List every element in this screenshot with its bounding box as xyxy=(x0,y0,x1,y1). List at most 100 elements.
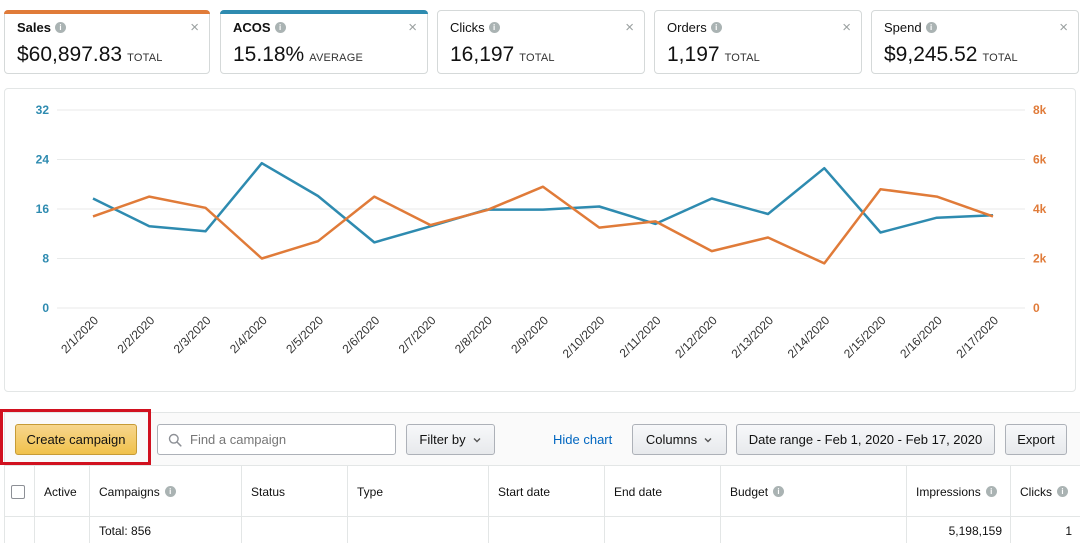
column-header-type[interactable]: Type xyxy=(348,466,489,517)
metric-value: $9,245.52 xyxy=(884,43,978,66)
close-icon[interactable]: × xyxy=(190,19,199,36)
column-header-label: Campaigns xyxy=(99,484,160,499)
info-icon[interactable]: i xyxy=(54,22,66,33)
metric-card-acos[interactable]: ACOS i × 15.18% AVERAGE xyxy=(220,10,428,74)
x-axis-tick-label: 2/15/2020 xyxy=(841,313,889,361)
x-axis-tick-label: 2/9/2020 xyxy=(508,313,551,356)
x-axis-tick-label: 2/11/2020 xyxy=(617,313,664,360)
table-total-row: Total: 856 5,198,159 1 xyxy=(5,517,1080,543)
info-icon[interactable]: i xyxy=(274,22,286,33)
column-header-clicks[interactable]: Clicks i xyxy=(1011,466,1080,517)
metric-value: 1,197 xyxy=(667,43,720,66)
info-icon[interactable]: i xyxy=(1057,486,1068,497)
metric-card-spend[interactable]: Spend i × $9,245.52 TOTAL xyxy=(871,10,1079,74)
total-clicks: 1 xyxy=(1011,517,1080,543)
metric-cards: Sales i × $60,897.83 TOTAL ACOS i × 15.18% A… xyxy=(4,10,1080,74)
right-axis-tick-label: 6k xyxy=(1033,153,1047,167)
metric-label: ACOS xyxy=(233,20,271,35)
metric-value: 15.18% xyxy=(233,43,305,66)
close-icon[interactable]: × xyxy=(842,19,851,36)
left-axis-tick-label: 16 xyxy=(36,202,50,216)
right-axis-tick-label: 8k xyxy=(1033,103,1047,117)
x-axis-tick-label: 2/1/2020 xyxy=(58,313,101,356)
total-label: Total: 856 xyxy=(90,517,242,543)
metric-value: $60,897.83 xyxy=(17,43,123,66)
x-axis-tick-label: 2/4/2020 xyxy=(227,313,270,356)
left-axis-tick-label: 24 xyxy=(36,153,50,167)
x-axis-tick-label: 2/2/2020 xyxy=(114,313,157,356)
filter-by-label: Filter by xyxy=(419,432,466,447)
column-header-label: Budget xyxy=(730,484,769,499)
column-header-status[interactable]: Status xyxy=(242,466,348,517)
close-icon[interactable]: × xyxy=(1059,19,1068,36)
x-axis-tick-label: 2/5/2020 xyxy=(283,313,326,356)
info-icon[interactable]: i xyxy=(925,22,937,33)
right-axis-tick-label: 0 xyxy=(1033,301,1040,315)
column-header-end-date[interactable]: End date xyxy=(605,466,721,517)
column-header-active[interactable]: Active xyxy=(35,466,90,517)
filter-by-button[interactable]: Filter by xyxy=(406,424,495,455)
metric-suffix: AVERAGE xyxy=(309,52,364,64)
metric-color-bar xyxy=(220,10,428,14)
metric-color-bar xyxy=(4,10,210,14)
export-button[interactable]: Export xyxy=(1005,424,1067,455)
line-chart: 0 0 8 2k 16 4k 24 6k 32 8k 2/1/2020 2/2/2020 2/3/202… xyxy=(36,103,1047,361)
metric-label: Sales xyxy=(17,20,51,35)
column-header-label: Clicks xyxy=(1020,484,1052,499)
select-all-cell xyxy=(5,466,35,517)
column-header-budget[interactable]: Budget i xyxy=(721,466,907,517)
search-icon xyxy=(168,433,182,447)
metric-suffix: TOTAL xyxy=(724,52,760,64)
left-axis-tick-label: 8 xyxy=(42,252,49,266)
series-line-acos xyxy=(92,161,994,244)
column-header-label: Impressions xyxy=(916,484,981,499)
x-axis-tick-label: 2/13/2020 xyxy=(728,313,776,361)
left-axis-tick-label: 0 xyxy=(42,301,49,315)
total-impressions: 5,198,159 xyxy=(907,517,1011,543)
right-axis-tick-label: 2k xyxy=(1033,252,1047,266)
search-input[interactable] xyxy=(190,432,390,447)
column-header-start-date[interactable]: Start date xyxy=(489,466,605,517)
campaigns-table: Active Campaigns i Status Type Start date… xyxy=(4,466,1080,543)
x-axis-tick-label: 2/14/2020 xyxy=(785,313,833,361)
x-axis-tick-label: 2/7/2020 xyxy=(396,313,439,356)
metric-label: Spend xyxy=(884,20,922,35)
metric-suffix: TOTAL xyxy=(127,52,163,64)
info-icon[interactable]: i xyxy=(710,22,722,33)
series-line-sales xyxy=(92,185,994,265)
columns-button[interactable]: Columns xyxy=(632,424,727,455)
column-header-impressions[interactable]: Impressions i xyxy=(907,466,1011,517)
metric-card-orders[interactable]: Orders i × 1,197 TOTAL xyxy=(654,10,862,74)
close-icon[interactable]: × xyxy=(625,19,634,36)
x-axis-tick-label: 2/10/2020 xyxy=(560,313,608,361)
x-axis-tick-label: 2/17/2020 xyxy=(953,313,1001,361)
info-icon[interactable]: i xyxy=(773,486,785,497)
x-axis-tick-label: 2/8/2020 xyxy=(452,313,495,356)
select-all-checkbox[interactable] xyxy=(11,484,25,499)
columns-label: Columns xyxy=(645,432,698,447)
hide-chart-link[interactable]: Hide chart xyxy=(553,432,613,447)
highlight-box xyxy=(0,409,151,465)
search-box xyxy=(157,424,396,455)
left-axis-tick-label: 32 xyxy=(36,103,50,117)
right-axis-tick-label: 4k xyxy=(1033,202,1047,216)
chevron-down-icon xyxy=(473,437,481,442)
info-icon[interactable]: i xyxy=(164,486,176,497)
metric-card-clicks[interactable]: Clicks i × 16,197 TOTAL xyxy=(437,10,645,74)
date-range-button[interactable]: Date range - Feb 1, 2020 - Feb 17, 2020 xyxy=(736,424,995,455)
info-icon[interactable]: i xyxy=(488,22,500,33)
table-header-row: Active Campaigns i Status Type Start date… xyxy=(5,466,1080,517)
chevron-down-icon xyxy=(704,437,712,442)
metric-suffix: TOTAL xyxy=(519,52,555,64)
metric-label: Orders xyxy=(667,20,707,35)
x-axis-tick-label: 2/16/2020 xyxy=(897,313,945,361)
metric-value: 16,197 xyxy=(450,43,515,66)
close-icon[interactable]: × xyxy=(408,19,417,36)
info-icon[interactable]: i xyxy=(985,486,997,497)
metric-card-sales[interactable]: Sales i × $60,897.83 TOTAL xyxy=(4,10,210,74)
x-axis-tick-label: 2/6/2020 xyxy=(339,313,382,356)
x-axis-tick-label: 2/3/2020 xyxy=(171,313,214,356)
create-campaign-button[interactable]: Create campaign xyxy=(15,424,137,455)
metric-label: Clicks xyxy=(450,20,485,35)
column-header-campaigns[interactable]: Campaigns i xyxy=(90,466,242,517)
